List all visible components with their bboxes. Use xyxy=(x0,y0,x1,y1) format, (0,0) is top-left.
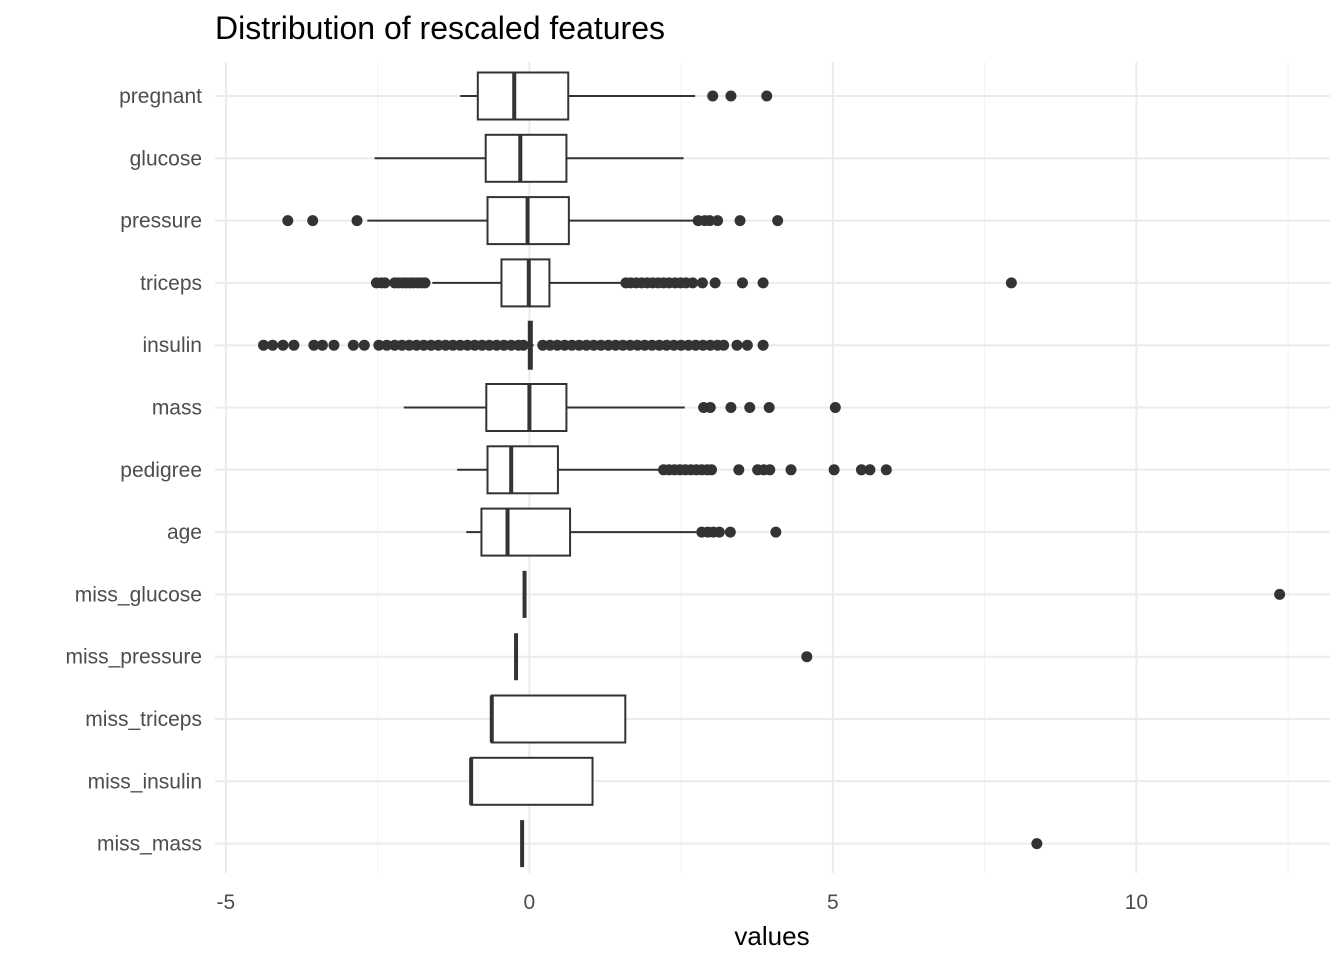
outlier-point xyxy=(785,464,797,476)
box-miss-triceps xyxy=(489,694,627,744)
outlier-point xyxy=(358,339,370,351)
outlier-point xyxy=(772,215,784,227)
y-tick-label: age xyxy=(167,521,202,544)
outlier-point xyxy=(709,277,721,289)
y-tick-label: glucose xyxy=(130,147,202,170)
outlier-point xyxy=(267,339,279,351)
x-tick-labels: -5 0 5 10 xyxy=(217,891,1149,914)
box-miss-glucose xyxy=(522,570,1286,618)
outlier-point xyxy=(704,402,716,413)
outlier-point xyxy=(419,277,431,289)
box-body xyxy=(480,507,572,557)
y-tick-label: insulin xyxy=(142,334,202,357)
box-mass xyxy=(403,383,841,432)
outlier-point xyxy=(307,215,319,227)
outlier-point xyxy=(718,339,730,351)
x-tick-label: 10 xyxy=(1125,891,1148,914)
box-glucose xyxy=(374,133,684,183)
outlier-point xyxy=(282,215,294,227)
outlier-point xyxy=(829,402,841,413)
outlier-point xyxy=(724,526,736,538)
box-layer xyxy=(258,71,1286,868)
box-body xyxy=(485,383,568,432)
y-tick-label: miss_mass xyxy=(97,833,202,856)
outlier-point xyxy=(855,464,867,476)
outlier-point xyxy=(764,464,776,476)
outlier-point xyxy=(381,339,393,351)
outlier-point xyxy=(725,90,737,102)
y-tick-label: miss_triceps xyxy=(85,708,202,731)
outlier-point xyxy=(706,464,717,476)
outlier-point xyxy=(880,464,892,476)
y-tick-label: pressure xyxy=(120,210,202,233)
box-body xyxy=(476,71,570,121)
outlier-point xyxy=(316,339,328,351)
y-tick-label: triceps xyxy=(140,272,202,295)
outlier-point xyxy=(696,277,708,289)
outlier-point xyxy=(731,339,743,351)
outlier-point xyxy=(734,215,746,227)
box-miss-pressure xyxy=(514,633,813,681)
x-tick-label: 0 xyxy=(524,891,536,914)
outlier-point xyxy=(351,215,363,227)
outlier-point xyxy=(687,277,699,289)
box-miss-mass xyxy=(520,820,1043,868)
box-miss-insulin xyxy=(469,756,594,806)
outlier-point xyxy=(864,464,876,476)
y-tick-label: pregnant xyxy=(119,85,202,108)
outlier-point xyxy=(277,339,289,351)
box-triceps xyxy=(370,258,1017,308)
y-tick-labels: pregnant glucose pressure triceps insulin mas… xyxy=(65,85,202,856)
outlier-point xyxy=(828,464,840,476)
outlier-point xyxy=(347,339,359,351)
x-axis-title: values xyxy=(734,921,809,951)
box-age xyxy=(466,507,782,557)
outlier-point xyxy=(1274,588,1286,600)
outlier-point xyxy=(704,215,716,227)
outlier-point xyxy=(288,339,300,351)
outlier-point xyxy=(517,339,529,351)
outlier-point xyxy=(707,90,719,102)
y-tick-label: miss_insulin xyxy=(88,770,202,793)
outlier-point xyxy=(744,402,756,413)
box-body xyxy=(470,756,594,806)
outlier-point xyxy=(741,339,753,351)
outlier-point xyxy=(736,277,748,289)
box-pedigree xyxy=(457,445,892,495)
y-tick-label: pedigree xyxy=(120,459,202,482)
outlier-point xyxy=(373,339,385,351)
outlier-point xyxy=(379,277,391,289)
outlier-point xyxy=(757,277,769,289)
y-tick-label: miss_pressure xyxy=(65,646,202,669)
outlier-point xyxy=(308,339,320,351)
outlier-point xyxy=(725,402,737,413)
box-body xyxy=(500,258,551,308)
outlier-point xyxy=(713,526,725,538)
box-pregnant xyxy=(460,71,773,121)
outlier-point xyxy=(328,339,340,351)
x-tick-label: -5 xyxy=(217,891,236,914)
box-body xyxy=(484,133,568,183)
outlier-point xyxy=(258,339,270,351)
box-pressure xyxy=(282,196,784,246)
x-tick-label: 5 xyxy=(827,891,839,914)
outlier-point xyxy=(761,90,773,102)
outlier-point xyxy=(801,651,813,663)
outlier-point xyxy=(1031,838,1043,850)
box-body xyxy=(486,445,559,495)
outlier-point xyxy=(1005,277,1017,289)
y-tick-label: miss_glucose xyxy=(75,583,202,606)
y-tick-label: mass xyxy=(152,397,202,420)
chart-title: Distribution of rescaled features xyxy=(215,10,665,46)
box-insulin xyxy=(258,320,769,370)
outlier-point xyxy=(712,215,724,227)
outlier-point xyxy=(770,526,782,538)
box-body xyxy=(490,694,627,744)
outlier-point xyxy=(757,339,769,351)
outlier-point xyxy=(763,402,775,413)
outlier-point xyxy=(733,464,745,476)
